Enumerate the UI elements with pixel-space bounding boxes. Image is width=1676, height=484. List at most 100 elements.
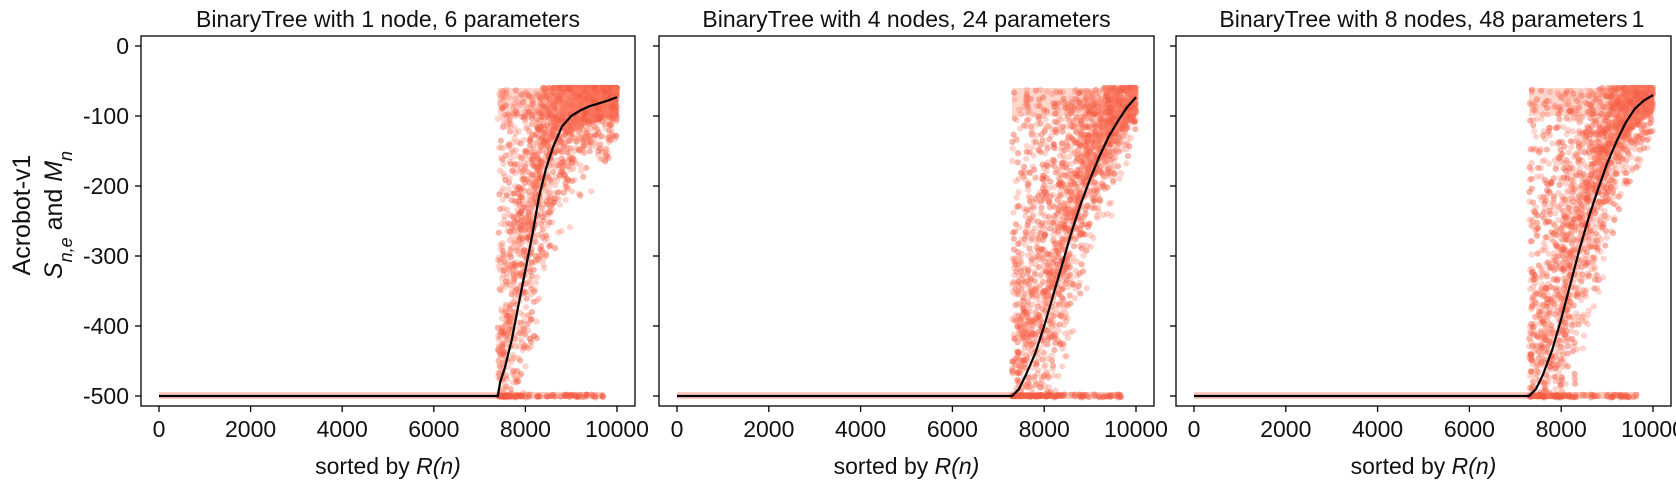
scatter-point bbox=[588, 116, 596, 123]
scatter-point bbox=[512, 109, 519, 116]
scatter-point bbox=[531, 194, 539, 201]
scatter-point bbox=[1025, 186, 1032, 193]
scatter-point bbox=[572, 124, 579, 131]
scatter-point bbox=[597, 94, 604, 101]
scatter-point bbox=[525, 200, 533, 207]
scatter-point bbox=[579, 149, 586, 156]
scatter-point bbox=[566, 87, 573, 94]
scatter-point bbox=[518, 195, 525, 202]
scatter-point bbox=[1053, 104, 1060, 111]
scatter-point bbox=[511, 228, 518, 235]
scatter-point bbox=[589, 118, 597, 125]
scatter-point bbox=[529, 131, 536, 138]
scatter-point bbox=[577, 120, 585, 127]
scatter-point bbox=[559, 114, 566, 121]
scatter-point bbox=[579, 84, 586, 92]
scatter-point bbox=[1020, 163, 1028, 170]
scatter-point bbox=[1032, 174, 1039, 181]
scatter-point bbox=[499, 196, 506, 203]
scatter-point bbox=[579, 136, 587, 143]
scatter-point bbox=[1054, 196, 1061, 204]
y-tick-label: -500 bbox=[83, 383, 129, 409]
scatter-point bbox=[529, 156, 536, 163]
scatter-point bbox=[555, 195, 562, 203]
scatter-point bbox=[1009, 145, 1016, 152]
scatter-point bbox=[1116, 175, 1123, 182]
scatter-point bbox=[560, 104, 567, 111]
scatter-point bbox=[607, 84, 614, 92]
scatter-point bbox=[508, 213, 515, 220]
scatter-point bbox=[1047, 193, 1054, 200]
scatter-point bbox=[1033, 238, 1041, 245]
scatter-point bbox=[591, 84, 598, 92]
scatter-point bbox=[1022, 322, 1029, 329]
scatter-point bbox=[577, 161, 584, 169]
scatter-point bbox=[528, 316, 535, 323]
scatter-point bbox=[551, 245, 559, 252]
scatter-point bbox=[558, 84, 565, 92]
scatter-point bbox=[529, 121, 536, 128]
scatter-point bbox=[569, 104, 577, 111]
scatter-point bbox=[1095, 106, 1102, 113]
scatter-point bbox=[519, 330, 527, 337]
scatter-point bbox=[546, 219, 553, 226]
scatter-point bbox=[551, 133, 558, 140]
scatter-point bbox=[608, 114, 615, 121]
scatter-point bbox=[1017, 392, 1024, 399]
scatter-point bbox=[1063, 165, 1070, 172]
scatter-point bbox=[567, 126, 574, 133]
scatter-point bbox=[1030, 290, 1037, 297]
scatter-point bbox=[526, 129, 533, 136]
scatter-point bbox=[1110, 179, 1117, 186]
scatter-point bbox=[576, 116, 583, 123]
scatter-point bbox=[524, 92, 531, 99]
scatter-point bbox=[1051, 157, 1058, 165]
scatter-point bbox=[541, 84, 548, 92]
scatter-point bbox=[580, 120, 587, 127]
scatter-point bbox=[611, 102, 618, 109]
scatter-point bbox=[568, 157, 575, 164]
scatter-point bbox=[1063, 171, 1070, 179]
scatter-point bbox=[495, 254, 502, 261]
scatter-point bbox=[612, 98, 619, 105]
scatter-point bbox=[592, 109, 599, 116]
scatter-point bbox=[583, 129, 590, 137]
scatter-point bbox=[562, 114, 569, 121]
scatter-point bbox=[511, 260, 518, 267]
x-axis-label: sorted by R(n) bbox=[315, 453, 461, 479]
scatter-point bbox=[553, 120, 560, 127]
scatter-point bbox=[1028, 260, 1035, 268]
scatter-point bbox=[1010, 235, 1018, 242]
scatter-point bbox=[558, 84, 565, 92]
scatter-point bbox=[589, 110, 596, 117]
scatter-point bbox=[609, 84, 617, 92]
scatter-point bbox=[550, 127, 557, 134]
scatter-point bbox=[1058, 191, 1066, 198]
scatter-point bbox=[598, 106, 605, 113]
scatter-point bbox=[500, 392, 507, 400]
scatter-point bbox=[547, 209, 554, 216]
scatter-point bbox=[564, 162, 571, 170]
scatter-point bbox=[1058, 144, 1065, 151]
scatter-point bbox=[1079, 268, 1087, 275]
scatter-point bbox=[497, 246, 504, 253]
scatter-point bbox=[587, 97, 594, 104]
scatter-point bbox=[1034, 253, 1041, 260]
scatter-point bbox=[585, 115, 592, 122]
scatter-point bbox=[1037, 209, 1044, 216]
scatter-point bbox=[541, 116, 548, 123]
scatter-point bbox=[520, 136, 528, 143]
scatter-point bbox=[1064, 105, 1071, 112]
scatter-point bbox=[553, 96, 561, 103]
scatter-point bbox=[558, 86, 565, 93]
scatter-point bbox=[1127, 84, 1135, 92]
scatter-point bbox=[1058, 313, 1065, 320]
scatter-point bbox=[607, 134, 614, 141]
scatter-point bbox=[595, 91, 602, 98]
scatter-point bbox=[528, 338, 535, 345]
scatter-point bbox=[524, 344, 531, 351]
scatter-point bbox=[564, 125, 571, 132]
scatter-point bbox=[546, 188, 553, 196]
scatter-point bbox=[1097, 124, 1104, 131]
scatter-point bbox=[578, 84, 585, 92]
